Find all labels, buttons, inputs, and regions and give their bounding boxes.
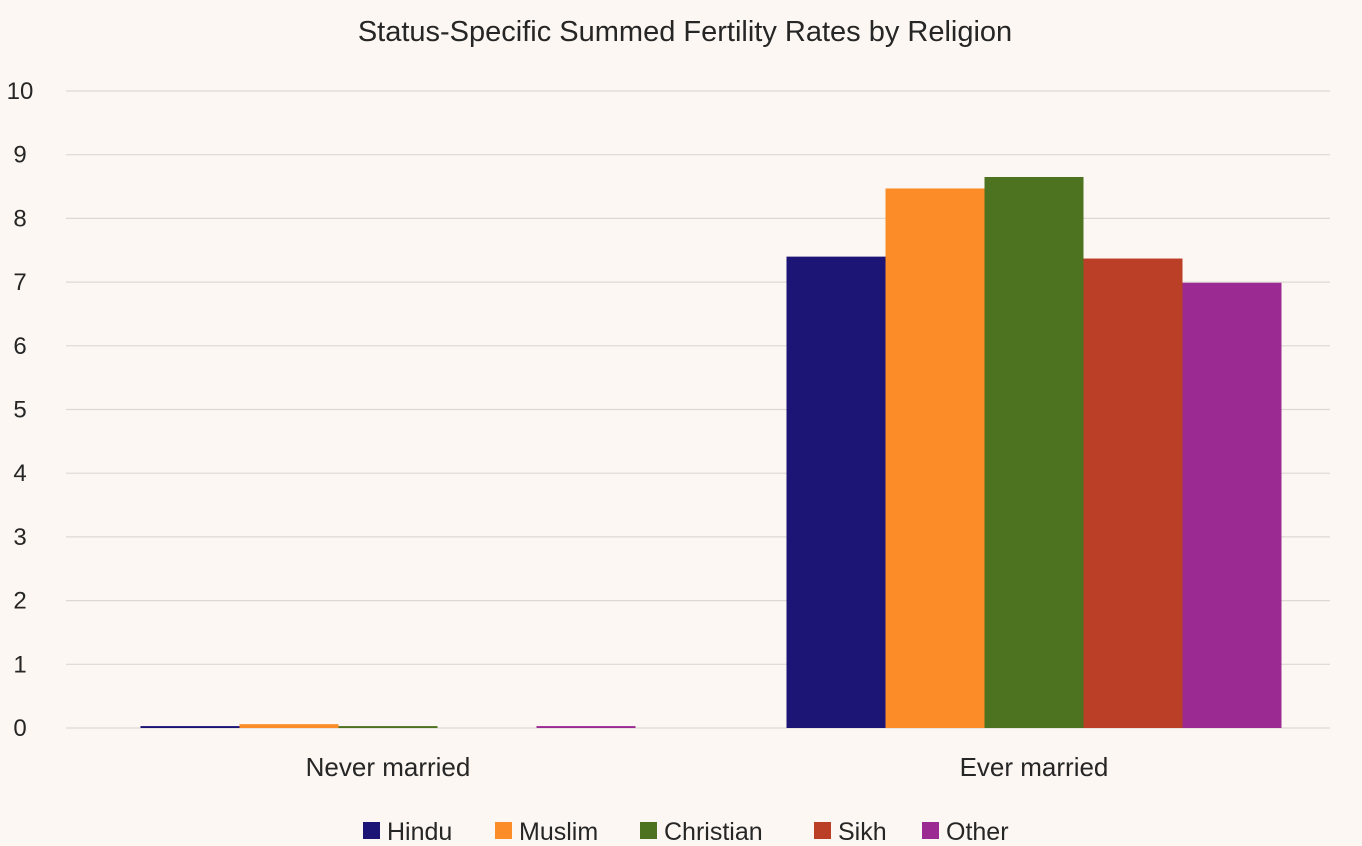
x-axis-ticks: Never married Ever married: [306, 752, 1109, 782]
bar-christian-ever-married: [984, 176, 1084, 728]
bars: [140, 176, 1282, 728]
legend-item-sikh: Sikh: [814, 818, 887, 846]
legend-item-christian: Christian: [640, 818, 763, 846]
legend-label: Hindu: [387, 818, 452, 846]
y-tick-label: 8: [13, 205, 26, 232]
legend-label: Other: [946, 818, 1009, 846]
legend-swatch: [814, 822, 831, 839]
bar-other-never-married: [536, 726, 636, 728]
legend-label: Sikh: [838, 818, 887, 846]
legend-label: Muslim: [519, 818, 598, 846]
y-tick-label: 1: [13, 651, 26, 678]
bar-sikh-ever-married: [1083, 258, 1183, 728]
y-tick-label: 0: [13, 715, 26, 742]
legend-item-hindu: Hindu: [363, 818, 452, 846]
y-tick-label: 6: [13, 333, 26, 360]
legend-swatch: [495, 822, 512, 839]
chart-title: Status-Specific Summed Fertility Rates b…: [358, 16, 1012, 48]
gridlines: [66, 90, 1330, 729]
x-tick-label: Ever married: [960, 752, 1109, 782]
x-tick-label: Never married: [306, 752, 471, 782]
legend-label: Christian: [664, 818, 763, 846]
y-tick-label: 10: [7, 78, 34, 105]
bar-hindu-never-married: [140, 726, 240, 728]
legend-swatch: [363, 822, 380, 839]
y-tick-label: 5: [13, 397, 26, 424]
bar-christian-never-married: [338, 726, 438, 728]
bar-hindu-ever-married: [786, 256, 886, 728]
legend: Hindu Muslim Christian Sikh Other: [363, 818, 1009, 846]
legend-item-muslim: Muslim: [495, 818, 598, 846]
legend-item-other: Other: [922, 818, 1009, 846]
bar-other-ever-married: [1182, 282, 1282, 728]
bar-muslim-never-married: [239, 724, 339, 728]
y-axis-ticks: 0 1 2 3 4 5 6 7 8 9 10: [7, 78, 34, 742]
legend-swatch: [922, 822, 939, 839]
bar-muslim-ever-married: [885, 188, 985, 728]
y-tick-label: 9: [13, 142, 26, 169]
y-tick-label: 4: [13, 460, 26, 487]
y-tick-label: 2: [13, 588, 26, 615]
legend-swatch: [640, 822, 657, 839]
y-tick-label: 3: [13, 524, 26, 551]
y-tick-label: 7: [13, 269, 26, 296]
